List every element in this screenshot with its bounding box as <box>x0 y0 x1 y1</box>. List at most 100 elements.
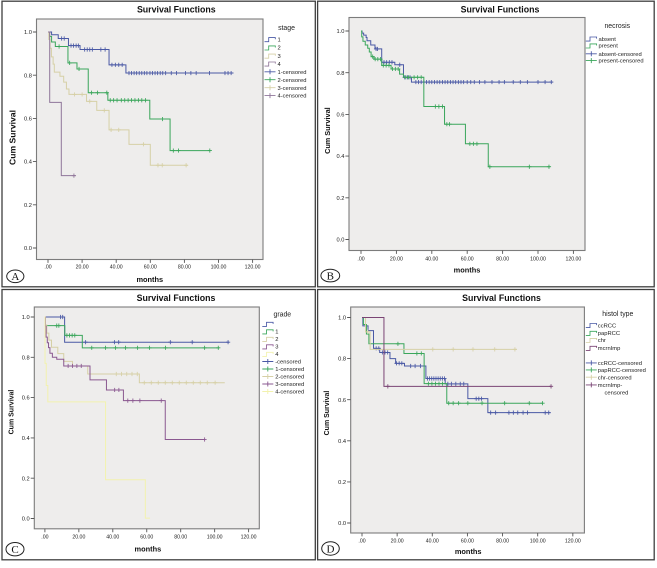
svg-text:60.00: 60.00 <box>461 256 474 262</box>
svg-text:absent-censored: absent-censored <box>599 52 642 58</box>
svg-text:4: 4 <box>275 352 279 358</box>
svg-text:months: months <box>135 544 162 553</box>
svg-text:D: D <box>327 543 335 555</box>
svg-text:1-censored: 1-censored <box>275 367 304 373</box>
svg-text:3: 3 <box>275 345 278 351</box>
svg-text:months: months <box>455 547 482 556</box>
svg-text:60.00: 60.00 <box>461 538 474 544</box>
svg-text:60.00: 60.00 <box>144 264 157 270</box>
svg-text:100.00: 100.00 <box>530 538 546 544</box>
svg-text:1.0: 1.0 <box>22 315 30 321</box>
svg-text:0.4: 0.4 <box>338 439 346 445</box>
svg-text:0.2: 0.2 <box>22 476 30 482</box>
svg-text:Survival Functions: Survival Functions <box>462 293 541 303</box>
svg-text:2-censored: 2-censored <box>275 375 304 381</box>
svg-text:0.0: 0.0 <box>24 246 32 252</box>
svg-text:60.00: 60.00 <box>140 534 153 540</box>
svg-text:120.00: 120.00 <box>245 264 261 270</box>
svg-text:0.8: 0.8 <box>24 73 32 79</box>
svg-text:4-censored: 4-censored <box>275 390 304 396</box>
svg-text:40.00: 40.00 <box>426 538 439 544</box>
svg-text:stage: stage <box>278 25 295 32</box>
svg-text:20.00: 20.00 <box>72 534 85 540</box>
svg-text:1.0: 1.0 <box>24 30 32 36</box>
svg-text:0.6: 0.6 <box>336 113 344 119</box>
svg-text:0.0: 0.0 <box>338 521 346 527</box>
svg-text:120.00: 120.00 <box>565 538 581 544</box>
svg-text:20.00: 20.00 <box>391 538 404 544</box>
svg-text:40.00: 40.00 <box>110 264 123 270</box>
svg-text:necrosis: necrosis <box>604 23 630 30</box>
svg-text:80.00: 80.00 <box>496 256 509 262</box>
svg-text:Cum Survival: Cum Survival <box>323 107 332 154</box>
svg-text:0.4: 0.4 <box>22 436 30 442</box>
svg-text:censored: censored <box>605 390 629 396</box>
svg-text:80.00: 80.00 <box>178 264 191 270</box>
svg-text:120.00: 120.00 <box>565 256 581 262</box>
svg-text:1.0: 1.0 <box>338 316 346 322</box>
svg-text:.00: .00 <box>44 264 51 270</box>
svg-text:2-censored: 2-censored <box>278 78 307 84</box>
svg-text:0.2: 0.2 <box>338 480 346 486</box>
svg-text:mcrnImp-: mcrnImp- <box>598 383 623 389</box>
svg-text:100.00: 100.00 <box>211 264 227 270</box>
svg-text:40.00: 40.00 <box>425 256 438 262</box>
svg-text:80.00: 80.00 <box>174 534 187 540</box>
svg-text:0.0: 0.0 <box>22 517 30 523</box>
svg-text:.00: .00 <box>357 256 364 262</box>
svg-text:B: B <box>327 271 334 283</box>
svg-text:ccRCC: ccRCC <box>598 323 616 329</box>
svg-text:0.0: 0.0 <box>336 238 344 244</box>
svg-text:histol type: histol type <box>602 311 633 318</box>
svg-text:Survival Functions: Survival Functions <box>137 293 216 303</box>
svg-text:papRCC-censored: papRCC-censored <box>598 368 646 374</box>
svg-text:100.00: 100.00 <box>207 534 223 540</box>
svg-text:0.8: 0.8 <box>22 355 30 361</box>
svg-text:C: C <box>11 544 18 556</box>
svg-text:1: 1 <box>275 330 278 336</box>
svg-text:4-censored: 4-censored <box>278 94 307 100</box>
svg-text:Cum Survival: Cum Survival <box>8 110 18 165</box>
svg-text:0.2: 0.2 <box>24 203 32 209</box>
svg-text:0.6: 0.6 <box>338 398 346 404</box>
svg-text:0.4: 0.4 <box>336 154 344 160</box>
svg-text:0.6: 0.6 <box>24 117 32 123</box>
svg-text:4: 4 <box>278 62 282 68</box>
svg-text:1.0: 1.0 <box>336 29 344 35</box>
svg-text:absent: absent <box>599 37 617 43</box>
svg-text:3: 3 <box>278 54 281 60</box>
svg-text:1: 1 <box>278 37 281 43</box>
svg-text:Survival Functions: Survival Functions <box>137 5 216 15</box>
svg-text:A: A <box>11 271 19 283</box>
svg-text:present: present <box>599 44 619 50</box>
svg-text:Cum Survival: Cum Survival <box>9 390 16 435</box>
svg-text:3-censored: 3-censored <box>275 382 304 388</box>
svg-text:2: 2 <box>278 46 281 52</box>
svg-text:Survival Functions: Survival Functions <box>461 5 540 15</box>
svg-text:Cum Survival: Cum Survival <box>324 391 331 436</box>
svg-text:grade: grade <box>273 311 291 318</box>
svg-text:100.00: 100.00 <box>530 256 546 262</box>
svg-text:ccRCC-censored: ccRCC-censored <box>598 361 642 367</box>
svg-text:1-censored: 1-censored <box>278 70 307 76</box>
svg-text:papRCC: papRCC <box>598 331 620 337</box>
svg-text:present-censored: present-censored <box>599 59 644 65</box>
svg-text:.00: .00 <box>41 534 48 540</box>
svg-text:0.8: 0.8 <box>338 357 346 363</box>
svg-text:chr-censored: chr-censored <box>598 375 632 381</box>
svg-text:mcrnImp: mcrnImp <box>598 346 621 352</box>
svg-text:20.00: 20.00 <box>76 264 89 270</box>
svg-text:20.00: 20.00 <box>390 256 403 262</box>
svg-text:0.2: 0.2 <box>336 196 344 202</box>
svg-text:2: 2 <box>275 337 278 343</box>
svg-text:80.00: 80.00 <box>496 538 509 544</box>
svg-text:-censored: -censored <box>275 360 301 366</box>
svg-text:120.00: 120.00 <box>241 534 257 540</box>
svg-text:months: months <box>136 275 163 284</box>
svg-text:months: months <box>454 266 481 275</box>
svg-text:chr: chr <box>598 338 606 344</box>
svg-text:.00: .00 <box>358 538 365 544</box>
svg-text:40.00: 40.00 <box>106 534 119 540</box>
svg-text:0.6: 0.6 <box>22 396 30 402</box>
svg-text:0.4: 0.4 <box>24 160 32 166</box>
